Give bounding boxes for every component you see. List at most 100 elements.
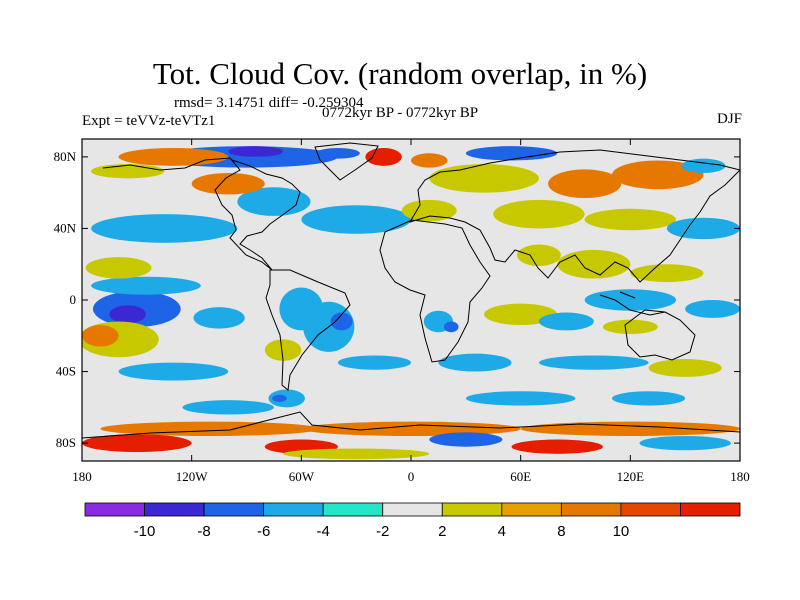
anomaly-patch: [538, 355, 649, 370]
anomaly-patch: [538, 312, 594, 331]
colorbar-label: 8: [557, 523, 565, 540]
anomaly-patch: [85, 257, 152, 279]
anomaly-patch: [182, 400, 274, 415]
x-tick-label: 0: [408, 469, 415, 484]
anomaly-patch: [612, 391, 686, 406]
anomaly-patch: [193, 307, 245, 329]
colorbar-label: 10: [613, 523, 630, 540]
anomaly-patch: [118, 147, 229, 166]
coastline-africa: [379, 219, 491, 363]
anomaly-patch: [666, 217, 740, 240]
x-tick-label: 120W: [176, 469, 209, 484]
colorbar-swatch: [501, 502, 562, 517]
coastline-indonesia: [599, 291, 666, 316]
anomaly-patch: [401, 199, 457, 222]
colorbar-labels: -10 -8 -6 -4 -2 2 4 8 10: [134, 523, 630, 540]
anomaly-patch: [411, 153, 448, 168]
colorbar-swatch: [382, 502, 443, 517]
experiment-label: Expt = teVVz-teVTz1: [82, 113, 216, 129]
y-tick-label: 0: [70, 292, 77, 307]
anomaly-patch: [584, 208, 677, 231]
coastline-south-america: [265, 269, 351, 391]
anomaly-patch: [493, 199, 585, 229]
anomaly-patch: [584, 289, 677, 311]
y-tick-label: 80N: [54, 149, 77, 164]
y-tick-label: 40S: [56, 364, 76, 379]
colorbar-swatch: [680, 502, 741, 517]
anomaly-patch: [520, 421, 740, 436]
anomaly-patch: [557, 249, 631, 279]
anomaly-patch: [602, 319, 658, 334]
x-tick-label: 180: [730, 469, 750, 484]
anomaly-patch: [443, 321, 459, 333]
anomaly-patch: [109, 305, 146, 324]
x-tick-label: 120E: [617, 469, 645, 484]
y-tick-label: 80S: [56, 435, 76, 450]
anomaly-patch: [330, 312, 353, 331]
colorbar-swatch: [84, 502, 145, 517]
anomaly-patch: [337, 355, 412, 370]
colorbar-label: -8: [197, 523, 210, 540]
x-tick-label: 60E: [510, 469, 531, 484]
coastline-antarctica: [82, 411, 740, 439]
anomaly-patch: [365, 147, 402, 166]
coastlines: [82, 142, 740, 439]
anomaly-patch: [268, 389, 305, 408]
colorbar: [84, 502, 741, 517]
anomaly-patch: [685, 300, 740, 318]
colorbar-label: -4: [317, 523, 330, 540]
anomaly-patch: [228, 146, 284, 157]
y-tick-label: 40N: [54, 220, 77, 235]
anomaly-patch: [465, 146, 558, 161]
anomaly-patch: [82, 325, 119, 347]
colorbar-label: 2: [438, 523, 446, 540]
figure-title: Tot. Cloud Cov. (random overlap, in %): [152, 56, 648, 91]
anomaly-patch: [191, 172, 265, 195]
season-label: DJF: [716, 111, 742, 127]
anomaly-patch: [612, 160, 704, 190]
anomaly-patch: [681, 158, 726, 173]
coastline-greenland: [314, 142, 379, 181]
period-label: 0772kyr BP - 0772kyr BP: [322, 105, 479, 121]
anomaly-patch: [118, 362, 229, 381]
x-tick-label: 180: [72, 469, 92, 484]
anomaly-patch: [465, 391, 576, 406]
anomaly-patch: [91, 214, 238, 243]
anomaly-patch: [517, 244, 561, 267]
anomaly-patch: [630, 264, 704, 283]
anomaly-patch: [91, 276, 201, 295]
anomaly-patch: [272, 394, 287, 402]
colorbar-label: -2: [376, 523, 389, 540]
anomaly-patch: [315, 147, 360, 159]
colorbar-swatch: [322, 502, 384, 517]
anomaly-patch: [283, 448, 430, 460]
colorbar-swatch: [144, 502, 205, 517]
colorbar-swatch: [441, 502, 503, 517]
map-plot-area: [82, 139, 740, 461]
anomaly-patch: [82, 434, 192, 453]
anomaly-patch: [237, 187, 311, 216]
anomaly-patch: [548, 169, 622, 199]
axis-ticks: [81, 139, 741, 461]
coastline-australia: [624, 309, 696, 361]
statistics-text: rmsd= 3.14751 diff= -0.259304: [174, 95, 364, 111]
anomaly-patch: [639, 435, 731, 451]
coastline-eurasia: [408, 149, 740, 283]
x-tick-label: 60W: [289, 469, 315, 484]
anomaly-patch: [301, 205, 411, 234]
colorbar-swatch: [620, 502, 681, 517]
colorbar-swatch: [263, 502, 324, 517]
anomaly-patch: [648, 359, 722, 377]
colorbar-label: -6: [257, 523, 270, 540]
anomaly-patch: [484, 303, 558, 326]
axis-tick-labels: 180 120W 60W 0 60E 120E 180 80N 40N 0 40S 80S: [54, 149, 750, 484]
anomaly-patch: [91, 164, 165, 179]
colorbar-label: -10: [134, 523, 156, 540]
colorbar-swatch: [560, 502, 622, 517]
colorbar-swatch: [203, 502, 265, 517]
anomaly-patch: [264, 339, 302, 361]
anomaly-field: [82, 146, 740, 460]
anomaly-patch: [429, 432, 503, 447]
coastline-north-america: [102, 157, 301, 271]
